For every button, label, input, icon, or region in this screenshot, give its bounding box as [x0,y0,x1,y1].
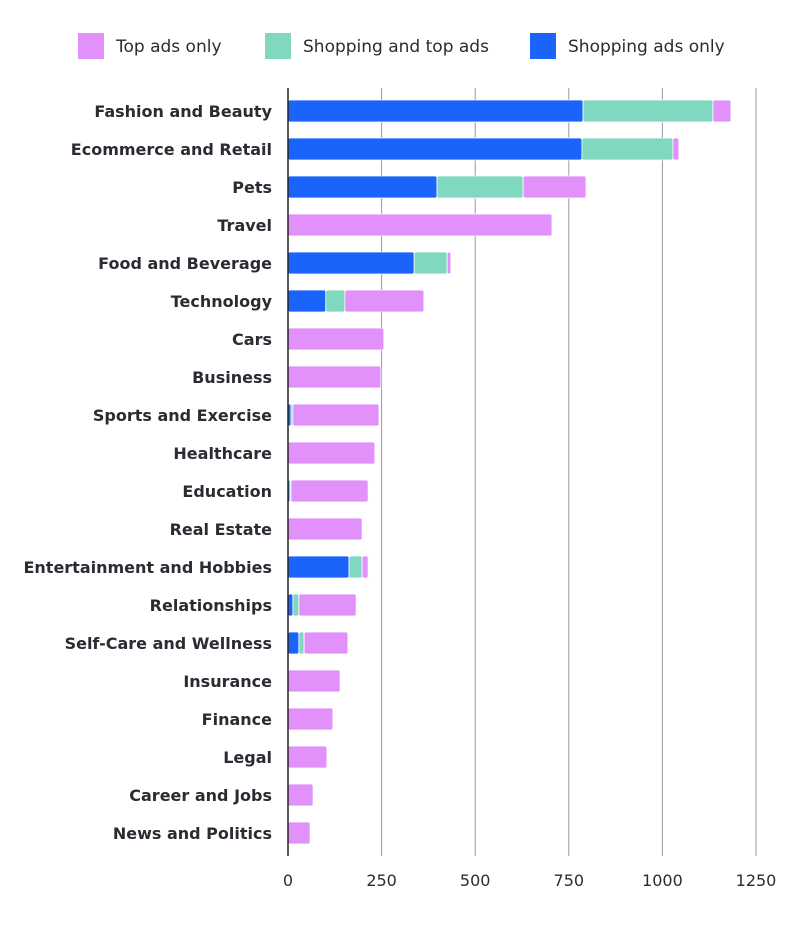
bar-segment [298,593,357,617]
bar-segment [344,289,425,313]
category-label: Career and Jobs [129,786,272,805]
category-label: Pets [232,178,272,197]
legend-swatch [78,33,104,59]
x-tick-label: 1250 [736,871,777,890]
category-label: Real Estate [170,520,273,539]
bar-segment [287,327,385,351]
bar-segment [582,99,714,123]
bar-segment [522,175,587,199]
legend-swatch [265,33,291,59]
bar-segment [298,631,305,655]
bar-segment [292,593,300,617]
bar-segment [446,251,452,275]
category-label: Relationships [150,596,272,615]
x-tick-label: 250 [366,871,397,890]
bar-segment [287,175,438,199]
legend-label: Shopping ads only [568,37,725,57]
bar-segment [287,783,314,807]
category-label: Self-Care and Wellness [65,634,272,653]
bar-segment [287,137,583,161]
category-label: Business [192,368,272,387]
bar-segment [292,403,380,427]
x-tick-label: 500 [460,871,491,890]
legend-label: Top ads only [115,37,222,57]
bar-segment [287,745,328,769]
bar-segment [287,99,584,123]
bar-segment [287,365,382,389]
bar-segment [287,631,300,655]
bar-segment [287,251,415,275]
legend-label: Shopping and top ads [303,37,489,57]
category-label: Insurance [183,672,272,691]
x-tick-label: 1000 [642,871,683,890]
category-label: Food and Beverage [98,254,272,273]
x-tick-label: 0 [283,871,293,890]
category-label: Legal [223,748,272,767]
category-label: Finance [202,710,272,729]
bar-segment [348,555,363,579]
legend-swatch [530,33,556,59]
category-label: Entertainment and Hobbies [23,558,272,577]
bar-segment [672,137,680,161]
bar-segment [287,213,553,237]
bar-segment [287,821,311,845]
bar-segment [287,555,350,579]
bar-segment [287,441,376,465]
bar-segment [287,517,363,541]
legend-item: Shopping and top ads [265,33,489,59]
x-tick-label: 750 [554,871,585,890]
category-label: Sports and Exercise [93,406,272,425]
bar-segment [287,289,327,313]
bar-segment [361,555,369,579]
bar-segment [436,175,524,199]
category-label: Cars [232,330,272,349]
category-label: News and Politics [113,824,272,843]
category-label: Fashion and Beauty [94,102,272,121]
category-label: Technology [171,292,273,311]
bar-segment [287,707,334,731]
bar-segment [581,137,674,161]
category-label: Travel [217,216,272,235]
legend-item: Top ads only [78,33,222,59]
category-label: Education [182,482,272,501]
bar-segment [413,251,448,275]
bar-segment [287,669,341,693]
category-label: Healthcare [173,444,272,463]
bar-segment [290,479,369,503]
bar-segment [303,631,349,655]
bar-segment [712,99,732,123]
category-label: Ecommerce and Retail [71,140,272,159]
legend-item: Shopping ads only [530,33,725,59]
bar-segment [325,289,346,313]
